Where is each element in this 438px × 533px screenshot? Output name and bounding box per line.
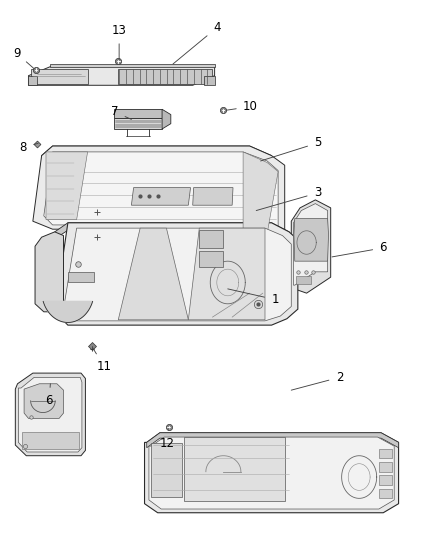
Text: 7: 7 bbox=[111, 106, 131, 119]
Polygon shape bbox=[24, 384, 64, 418]
Polygon shape bbox=[162, 109, 171, 129]
Polygon shape bbox=[15, 373, 85, 456]
Polygon shape bbox=[199, 251, 223, 266]
Text: 11: 11 bbox=[93, 348, 112, 373]
Polygon shape bbox=[44, 152, 278, 233]
Polygon shape bbox=[33, 146, 285, 237]
Polygon shape bbox=[204, 76, 215, 85]
Polygon shape bbox=[379, 462, 392, 472]
Polygon shape bbox=[50, 64, 215, 67]
Polygon shape bbox=[147, 433, 399, 448]
Polygon shape bbox=[114, 109, 162, 118]
Polygon shape bbox=[31, 69, 88, 84]
Polygon shape bbox=[64, 228, 291, 321]
Polygon shape bbox=[43, 302, 92, 322]
Polygon shape bbox=[199, 230, 223, 248]
Polygon shape bbox=[35, 232, 64, 312]
Text: 10: 10 bbox=[226, 100, 258, 113]
Polygon shape bbox=[379, 489, 392, 498]
Polygon shape bbox=[188, 228, 265, 320]
Text: 6: 6 bbox=[45, 384, 53, 407]
Polygon shape bbox=[42, 146, 272, 163]
Polygon shape bbox=[22, 432, 79, 449]
Polygon shape bbox=[145, 433, 399, 513]
Text: 2: 2 bbox=[291, 371, 343, 390]
Text: 6: 6 bbox=[332, 241, 387, 257]
Text: 9: 9 bbox=[13, 47, 34, 69]
Polygon shape bbox=[46, 152, 88, 220]
Polygon shape bbox=[184, 437, 285, 501]
Polygon shape bbox=[18, 377, 82, 452]
Polygon shape bbox=[193, 188, 233, 205]
Polygon shape bbox=[118, 69, 212, 84]
Polygon shape bbox=[118, 228, 188, 320]
Polygon shape bbox=[131, 188, 191, 205]
Polygon shape bbox=[379, 475, 392, 485]
Polygon shape bbox=[28, 67, 215, 85]
Polygon shape bbox=[291, 200, 331, 293]
Text: 4: 4 bbox=[173, 21, 221, 64]
Text: 1: 1 bbox=[228, 289, 279, 306]
Polygon shape bbox=[293, 204, 328, 285]
Polygon shape bbox=[114, 118, 162, 129]
Polygon shape bbox=[379, 449, 392, 458]
Text: 13: 13 bbox=[112, 24, 127, 60]
Polygon shape bbox=[243, 152, 278, 233]
Polygon shape bbox=[28, 76, 37, 85]
Polygon shape bbox=[68, 272, 94, 282]
Polygon shape bbox=[55, 223, 289, 239]
Polygon shape bbox=[294, 219, 328, 261]
Text: 12: 12 bbox=[160, 429, 175, 450]
Text: 8: 8 bbox=[20, 141, 38, 154]
Polygon shape bbox=[151, 443, 182, 497]
Text: 5: 5 bbox=[261, 136, 321, 161]
Polygon shape bbox=[55, 223, 298, 325]
Polygon shape bbox=[296, 276, 311, 284]
Text: 3: 3 bbox=[256, 187, 321, 211]
Polygon shape bbox=[149, 437, 394, 509]
